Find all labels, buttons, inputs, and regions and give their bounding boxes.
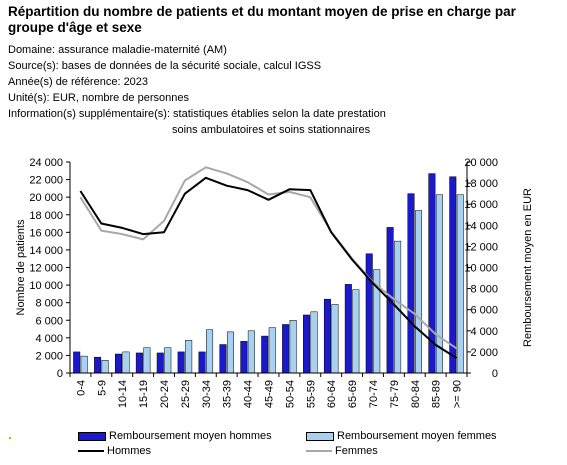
bar-hommes xyxy=(365,253,373,374)
bar-femmes xyxy=(80,355,88,374)
meta-info-line1: Information(s) supplémentaire(s): statis… xyxy=(8,108,386,120)
meta-sources: Source(s): bases de données de la sécuri… xyxy=(8,60,322,72)
x-tick-label: 70-74 xyxy=(368,380,380,408)
bar-hommes xyxy=(282,324,290,374)
bar-hommes xyxy=(240,341,248,374)
right-axis-title: Remboursement moyen en EUR xyxy=(522,188,534,347)
x-tick-label: 35-39 xyxy=(222,380,234,408)
x-tick-label: 50-54 xyxy=(284,380,296,408)
left-tick-label: 16 000 xyxy=(29,227,63,239)
bar-femmes xyxy=(456,194,464,374)
left-tick-label: 20 000 xyxy=(29,192,63,204)
bar-femmes xyxy=(164,347,172,374)
bar-femmes xyxy=(206,329,214,374)
x-tick-label: >= 90 xyxy=(452,380,464,408)
bar-hommes xyxy=(177,351,185,374)
right-tick-label: 6 000 xyxy=(470,305,498,317)
left-tick-label: 14 000 xyxy=(29,245,63,257)
bar-femmes xyxy=(268,327,276,374)
bar-femmes xyxy=(310,311,318,374)
decorative-dot xyxy=(9,437,11,439)
chart-title: Répartition du nombre de patients et du … xyxy=(8,4,516,35)
meta-domaine: Domaine: assurance maladie-maternité (AM… xyxy=(8,44,227,56)
bar-hommes xyxy=(156,352,164,374)
bar-femmes xyxy=(101,360,109,374)
left-tick-label: 2 000 xyxy=(35,350,63,362)
bar-hommes xyxy=(114,353,122,374)
x-tick-label: 65-69 xyxy=(347,380,359,408)
x-tick-label: 75-79 xyxy=(389,380,401,408)
bar-femmes xyxy=(331,304,339,374)
left-tick-label: 12 000 xyxy=(29,263,63,275)
bar-femmes xyxy=(226,331,234,374)
left-tick-label: 18 000 xyxy=(29,210,63,222)
x-tick-label: 20-24 xyxy=(159,380,171,408)
metadata-block: Domaine: assurance maladie-maternité (AM… xyxy=(8,42,560,138)
right-tick-label: 18 000 xyxy=(464,178,498,190)
bar-hommes xyxy=(407,193,415,374)
bar-hommes xyxy=(344,284,352,374)
right-tick-label: 20 000 xyxy=(464,157,498,169)
bar-hommes xyxy=(303,314,311,374)
x-tick-label: 5-9 xyxy=(96,380,108,396)
bar-femmes xyxy=(185,340,193,374)
right-tick-label: 10 000 xyxy=(464,263,498,275)
bar-femmes xyxy=(289,320,297,374)
bar-hommes xyxy=(135,352,143,374)
right-tick-label: 4 000 xyxy=(470,326,498,338)
x-tick-label: 80-84 xyxy=(410,380,422,408)
left-tick-label: 8 000 xyxy=(35,298,63,310)
x-tick-label: 85-89 xyxy=(431,380,443,408)
bar-hommes xyxy=(261,335,269,374)
bar-hommes xyxy=(94,356,102,374)
meta-info-line2: soins ambulatoires et soins stationnaire… xyxy=(172,124,371,136)
bar-hommes xyxy=(198,351,206,374)
right-tick-label: 12 000 xyxy=(464,241,498,253)
left-tick-label: 0 xyxy=(57,368,63,380)
bar-hommes xyxy=(323,298,331,374)
meta-annee: Année(s) de référence: 2023 xyxy=(8,76,149,88)
x-tick-label: 55-59 xyxy=(305,380,317,408)
right-tick-label: 0 xyxy=(492,368,498,380)
right-tick-label: 2 000 xyxy=(470,347,498,359)
bar-femmes xyxy=(247,330,255,374)
left-tick-label: 4 000 xyxy=(35,333,63,345)
x-tick-label: 25-29 xyxy=(180,380,192,408)
x-tick-label: 10-14 xyxy=(117,380,129,408)
x-tick-label: 60-64 xyxy=(326,380,338,408)
meta-unites: Unité(s): EUR, nombre de personnes xyxy=(8,92,189,104)
bar-femmes xyxy=(352,289,360,374)
bar-femmes xyxy=(122,351,130,374)
left-tick-label: 10 000 xyxy=(29,280,63,292)
line-hommes xyxy=(79,176,458,359)
bar-hommes xyxy=(73,351,81,374)
right-tick-label: 14 000 xyxy=(464,220,498,232)
left-tick-label: 22 000 xyxy=(29,175,63,187)
left-tick-label: 24 000 xyxy=(29,157,63,169)
x-tick-label: 30-34 xyxy=(201,380,213,408)
left-axis-title: Nombre de patients xyxy=(15,219,27,315)
x-tick-label: 40-44 xyxy=(243,380,255,408)
x-tick-label: 45-49 xyxy=(264,380,276,408)
bar-hommes xyxy=(219,344,227,374)
bar-femmes xyxy=(143,347,151,374)
line-femmes xyxy=(79,166,458,350)
left-tick-label: 6 000 xyxy=(35,315,63,327)
right-tick-label: 16 000 xyxy=(464,199,498,211)
bar-femmes xyxy=(415,210,423,374)
right-tick-label: 8 000 xyxy=(470,284,498,296)
x-tick-label: 0-4 xyxy=(75,380,87,396)
x-tick-label: 15-19 xyxy=(138,380,150,408)
